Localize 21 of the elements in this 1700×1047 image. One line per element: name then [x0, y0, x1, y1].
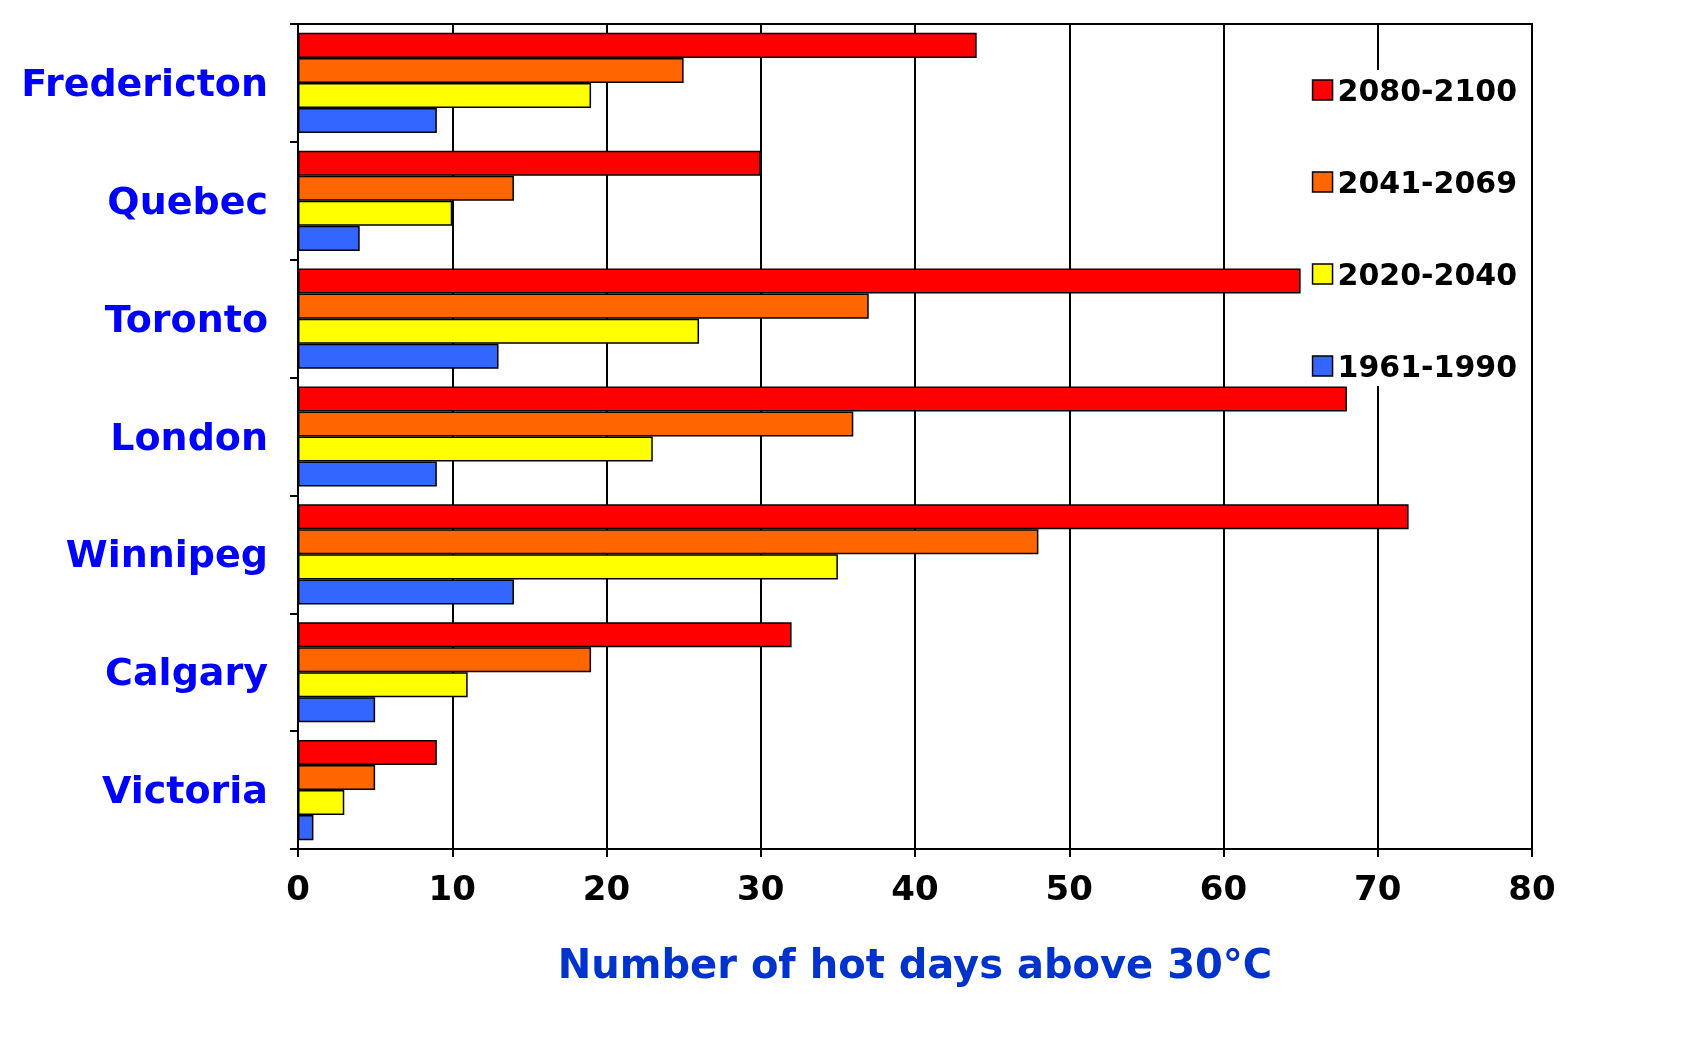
y-tick-label: London: [110, 414, 268, 459]
legend-label: 2041-2069: [1337, 164, 1518, 200]
x-tick-label: 10: [428, 868, 476, 908]
y-tick-label: Winnipeg: [65, 532, 268, 577]
x-tick-label: 0: [286, 868, 310, 908]
x-axis-title: Number of hot days above 30°C: [557, 941, 1273, 987]
x-tick-label: 60: [1199, 868, 1248, 908]
x-tick-label: 40: [891, 868, 939, 908]
legend-label: 2080-2100: [1337, 72, 1518, 108]
x-tick-label: 50: [1045, 868, 1093, 908]
x-tick-label: 70: [1354, 868, 1402, 908]
y-tick-label: Toronto: [104, 296, 268, 341]
legend-label: 2020-2040: [1337, 256, 1518, 292]
y-tick-label: Calgary: [105, 650, 269, 695]
y-tick-label: Victoria: [102, 768, 268, 813]
x-tick-label: 80: [1508, 868, 1556, 908]
x-tick-label: 30: [737, 868, 785, 908]
y-tick-label: Fredericton: [21, 60, 268, 105]
legend-label: 1961-1990: [1337, 348, 1518, 384]
y-tick-label: Quebec: [107, 178, 268, 223]
x-tick-label: 20: [582, 868, 631, 908]
